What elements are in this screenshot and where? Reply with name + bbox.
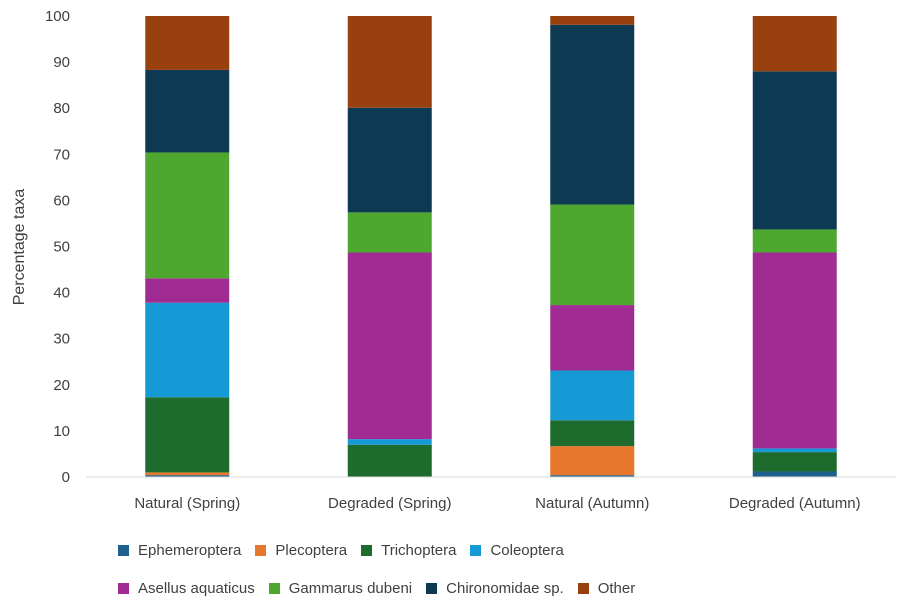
legend-swatch: [118, 544, 129, 556]
bar-segment-other: [550, 16, 635, 25]
legend-swatch: [255, 544, 267, 556]
y-tick-label: 50: [53, 239, 70, 256]
y-tick-label: 100: [45, 8, 70, 25]
bar-segment-trichoptera: [145, 397, 230, 473]
legend-label: Asellus aquaticus: [138, 579, 255, 597]
legend-item: Gammarus dubeni: [268, 579, 413, 597]
legend-swatch: [361, 544, 373, 556]
legend-item: Coleoptera: [470, 541, 564, 559]
legend-swatch: [577, 582, 589, 594]
bar-segment-asellus-aquaticus: [752, 252, 837, 449]
y-tick-label: 60: [53, 192, 70, 209]
bar-segment-ephemeroptera: [145, 475, 230, 477]
y-tick-label: 20: [53, 377, 70, 394]
bar-segment-trichoptera: [550, 420, 635, 447]
bar-segment-chironomidae-sp: [752, 71, 837, 230]
legend-label: Ephemeroptera: [138, 541, 242, 559]
x-tick-label: Degraded (Autumn): [729, 495, 861, 512]
legend-swatch: [268, 582, 280, 594]
bar-segment-gammarus-dubeni: [145, 152, 230, 279]
bar-segment-gammarus-dubeni: [752, 229, 837, 253]
stacked-bar-chart: Percentage taxa 0 10 20 30 40 50 60 70 80 90 100 N…: [11, 8, 896, 512]
x-tick-label: Natural (Autumn): [535, 495, 649, 512]
legend-item: Trichoptera: [361, 542, 456, 559]
x-tick-label: Natural (Spring): [134, 495, 240, 512]
y-tick-label: 90: [53, 54, 70, 71]
bar-segment-coleoptera: [145, 302, 230, 398]
legend-row: Asellus aquaticus Gammarus dubeni Chironom…: [118, 576, 898, 600]
bar-segment-gammarus-dubeni: [347, 212, 432, 253]
legend-label: Other: [597, 579, 636, 597]
legend-label: Coleoptera: [490, 541, 564, 559]
bar-segment-ephemeroptera: [752, 471, 837, 477]
bar-segment-asellus-aquaticus: [145, 278, 230, 303]
bar-segment-chironomidae-sp: [550, 24, 635, 205]
legend-item: Asellus aquaticus: [118, 580, 255, 597]
bar-segment-plecoptera: [550, 446, 635, 476]
bar-segment-other: [347, 16, 432, 108]
legend-label: Chironomidae sp.: [446, 579, 564, 597]
y-tick-label: 80: [53, 100, 70, 117]
bar-segment-asellus-aquaticus: [550, 305, 635, 371]
y-tick-label: 30: [53, 331, 70, 348]
bar-segment-trichoptera: [347, 444, 432, 477]
bar-segment-coleoptera: [550, 370, 635, 421]
y-tick-label: 0: [62, 469, 70, 486]
legend-swatch: [470, 544, 482, 556]
bar-segment-chironomidae-sp: [347, 107, 432, 213]
legend-item: Plecoptera: [255, 542, 347, 559]
y-tick-label: 10: [53, 423, 70, 440]
x-axis-labels: Natural (Spring) Degraded (Spring) Natural…: [134, 495, 860, 512]
legend-label: Gammarus dubeni: [288, 579, 413, 597]
legend: Ephemeroptera Plecoptera Trichoptera Coleop…: [118, 538, 898, 614]
bar-segment-coleoptera: [752, 448, 837, 453]
y-axis-ticks: 0 10 20 30 40 50 60 70 80 90 100: [45, 8, 70, 486]
bar-segment-other: [145, 16, 230, 70]
x-tick-label: Degraded (Spring): [328, 495, 451, 512]
legend-item: Other: [577, 579, 636, 597]
y-tick-label: 40: [53, 285, 70, 302]
legend-swatch: [426, 582, 438, 594]
bars-group: [145, 16, 837, 477]
bar-segment-other: [752, 16, 837, 72]
bar-segment-gammarus-dubeni: [550, 204, 635, 306]
bar-segment-trichoptera: [752, 452, 837, 472]
y-tick-label: 70: [53, 146, 70, 163]
legend-swatch: [118, 582, 129, 594]
bar-segment-coleoptera: [347, 439, 432, 445]
legend-label: Plecoptera: [275, 541, 348, 559]
bar-segment-asellus-aquaticus: [347, 252, 432, 440]
y-axis-title: Percentage taxa: [11, 189, 28, 306]
legend-item: Chironomidae sp.: [426, 580, 564, 597]
bar-segment-ephemeroptera: [550, 475, 635, 477]
legend-label: Trichoptera: [381, 541, 457, 559]
legend-row: Ephemeroptera Plecoptera Trichoptera Coleop…: [118, 538, 898, 562]
bar-segment-plecoptera: [145, 472, 230, 476]
legend-item: Ephemeroptera: [118, 542, 241, 559]
bar-segment-chironomidae-sp: [145, 69, 230, 153]
